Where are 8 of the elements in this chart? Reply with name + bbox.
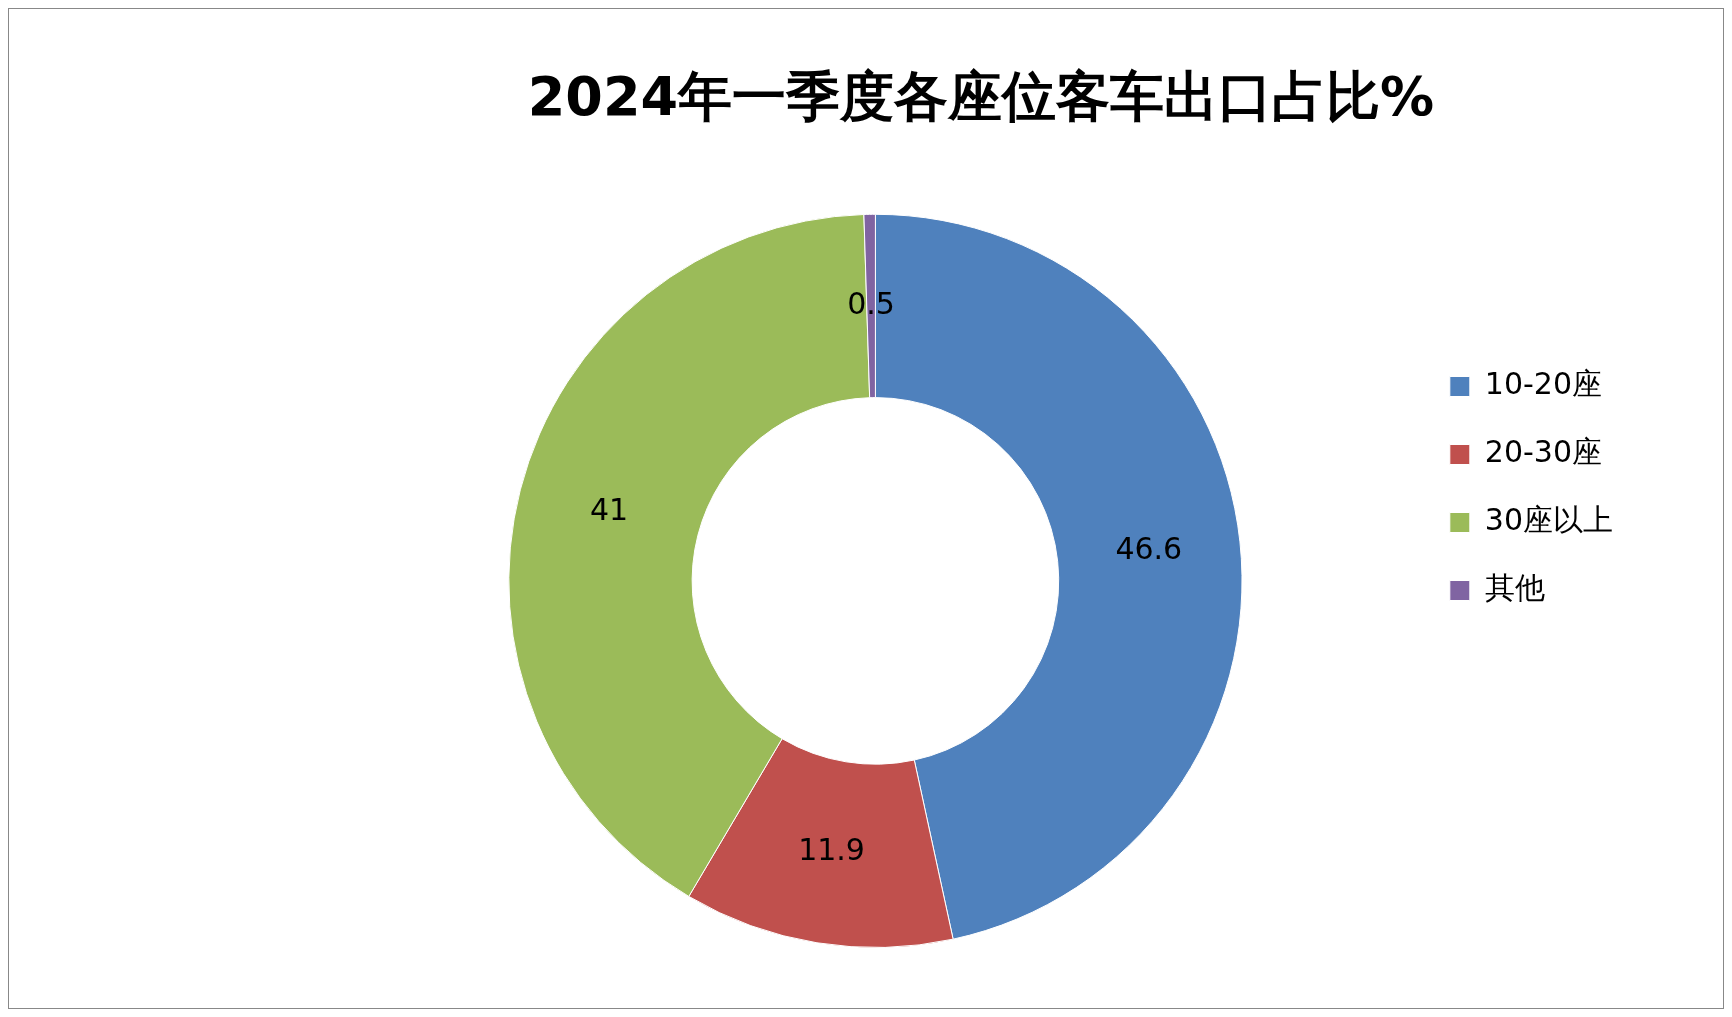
data-label: 46.6 — [1115, 531, 1183, 567]
legend-label: 20-30座 — [1484, 434, 1603, 470]
legend-label: 10-20座 — [1484, 366, 1603, 402]
data-label: 11.9 — [798, 832, 865, 868]
legend-label: 其他 — [1484, 570, 1545, 606]
chart-title: 2024年一季度各座位客车出口占比% — [527, 65, 1435, 129]
legend-label: 30座以上 — [1484, 502, 1614, 538]
data-label: 41 — [590, 492, 629, 528]
